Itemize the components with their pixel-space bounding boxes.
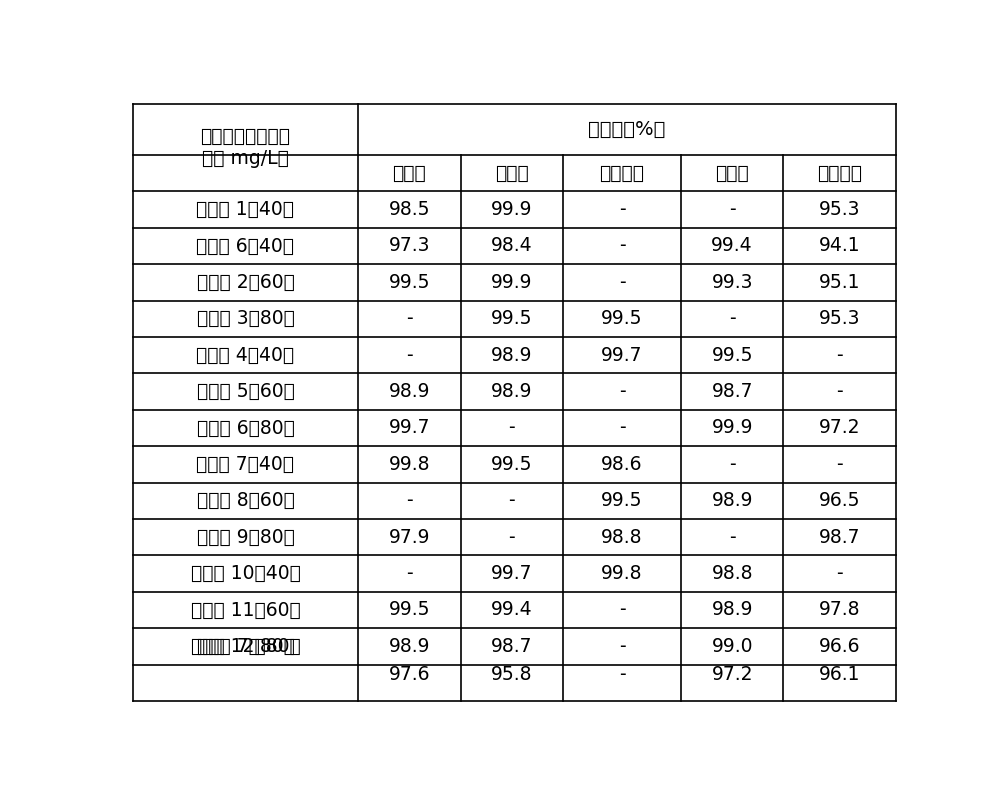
Text: 97.3: 97.3 [389,237,430,255]
Text: 实施例 8（60）: 实施例 8（60） [197,491,294,510]
Text: 实施例 9（80）: 实施例 9（80） [197,528,294,547]
Text: 98.9: 98.9 [491,346,533,365]
Text: 96.6: 96.6 [819,637,861,656]
Text: 实施例 12（80）: 实施例 12（80） [191,637,300,656]
Text: 98.6: 98.6 [601,455,643,474]
Text: 长江水: 长江水 [495,164,529,183]
Text: 98.8: 98.8 [711,564,753,583]
Text: 97.6: 97.6 [389,665,430,684]
Text: 松花江水: 松花江水 [600,164,645,183]
Text: -: - [619,200,625,219]
Text: 99.5: 99.5 [389,600,430,619]
Text: 99.5: 99.5 [601,309,643,328]
Text: 99.9: 99.9 [711,418,753,437]
Text: 99.7: 99.7 [389,418,430,437]
Text: -: - [619,237,625,255]
Text: 95.1: 95.1 [819,273,861,292]
Text: 98.9: 98.9 [389,382,430,401]
Text: -: - [509,528,515,547]
Text: -: - [836,346,843,365]
Text: 98.9: 98.9 [711,491,753,510]
Text: 97.8: 97.8 [819,600,861,619]
Text: 阻垢率（%）: 阻垢率（%） [588,120,666,139]
Text: 实施例 4（40）: 实施例 4（40） [196,346,295,365]
Text: 97.2: 97.2 [819,418,861,437]
Text: -: - [619,382,625,401]
Text: -: - [729,528,735,547]
Text: -: - [619,600,625,619]
Text: 对比例 7（80）: 对比例 7（80） [197,637,294,656]
Text: 98.7: 98.7 [711,382,753,401]
Text: -: - [836,382,843,401]
Text: 99.3: 99.3 [711,273,753,292]
Text: 98.5: 98.5 [389,200,430,219]
Text: -: - [729,309,735,328]
Text: 98.7: 98.7 [491,637,533,656]
Text: 99.8: 99.8 [389,455,430,474]
Text: -: - [619,637,625,656]
Text: -: - [836,564,843,583]
Text: 99.0: 99.0 [711,637,753,656]
Text: -: - [406,309,413,328]
Text: 99.9: 99.9 [491,200,533,219]
Text: 99.7: 99.7 [491,564,533,583]
Text: 98.9: 98.9 [711,600,753,619]
Text: 96.1: 96.1 [819,665,861,684]
Text: 99.5: 99.5 [491,455,533,474]
Text: -: - [619,665,625,684]
Text: 实施例 3（80）: 实施例 3（80） [197,309,294,328]
Text: 98.9: 98.9 [491,382,533,401]
Text: 99.7: 99.7 [601,346,643,365]
Text: -: - [406,564,413,583]
Text: -: - [729,455,735,474]
Text: 96.5: 96.5 [819,491,861,510]
Text: 98.7: 98.7 [819,528,861,547]
Text: -: - [509,418,515,437]
Text: 97.9: 97.9 [389,528,430,547]
Text: 黄河水: 黄河水 [393,164,426,183]
Text: 闽江水: 闽江水 [715,164,749,183]
Text: 99.4: 99.4 [491,600,533,619]
Text: 97.2: 97.2 [711,665,753,684]
Text: 95.3: 95.3 [819,200,861,219]
Text: 99.5: 99.5 [601,491,643,510]
Text: 99.5: 99.5 [711,346,753,365]
Text: 实施例 1（40）: 实施例 1（40） [196,200,294,219]
Text: -: - [406,346,413,365]
Text: 对比例 6（40）: 对比例 6（40） [196,237,294,255]
Text: 99.4: 99.4 [711,237,753,255]
Text: -: - [619,273,625,292]
Text: 98.9: 98.9 [389,637,430,656]
Text: 94.1: 94.1 [819,237,861,255]
Text: -: - [836,455,843,474]
Text: 98.4: 98.4 [491,237,533,255]
Text: 实施例 5（60）: 实施例 5（60） [197,382,294,401]
Text: 实施例 2（60）: 实施例 2（60） [197,273,294,292]
Text: 98.8: 98.8 [601,528,643,547]
Text: 实施例 11（60）: 实施例 11（60） [191,600,300,619]
Text: 实施例编号（使用
浓度 mg/L）: 实施例编号（使用 浓度 mg/L） [200,127,290,168]
Text: 99.9: 99.9 [491,273,533,292]
Text: -: - [619,418,625,437]
Text: 99.5: 99.5 [389,273,430,292]
Text: 实施例 10（40）: 实施例 10（40） [191,564,300,583]
Text: -: - [406,491,413,510]
Text: 实施例 6（80）: 实施例 6（80） [197,418,294,437]
Text: 西北地下: 西北地下 [817,164,862,183]
Text: 95.3: 95.3 [819,309,861,328]
Text: 99.5: 99.5 [491,309,533,328]
Text: -: - [729,200,735,219]
Text: 99.8: 99.8 [601,564,643,583]
Text: 95.8: 95.8 [491,665,533,684]
Text: -: - [509,491,515,510]
Text: 实施例 7（40）: 实施例 7（40） [196,455,294,474]
